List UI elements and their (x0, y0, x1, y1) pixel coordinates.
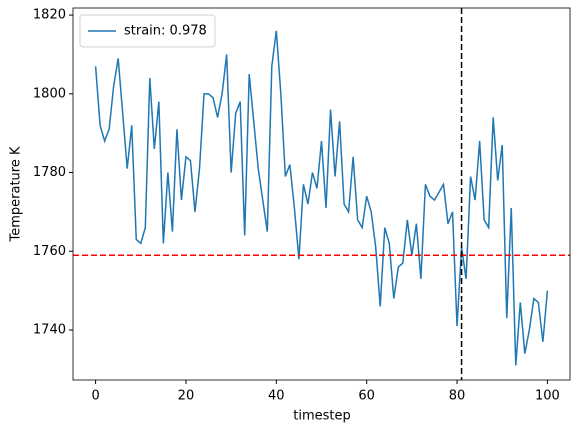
x-tick-label: 80 (449, 389, 466, 404)
y-tick-label: 1820 (33, 8, 66, 23)
x-axis-label: timestep (293, 409, 351, 424)
x-tick-label: 100 (535, 389, 560, 404)
data-line (94, 30, 549, 366)
y-axis-label: Temperature K (9, 146, 24, 242)
legend-label: strain: 0.978 (124, 24, 207, 39)
y-tick-label: 1800 (33, 86, 66, 101)
x-tick-label: 0 (91, 389, 99, 404)
x-tick-label: 40 (268, 389, 285, 404)
y-tick-label: 1760 (33, 244, 66, 259)
plot-frame (72, 7, 571, 381)
legend-box (79, 14, 216, 48)
x-tick-label: 20 (178, 389, 195, 404)
y-tick-label: 1740 (33, 323, 66, 338)
x-tick-label: 60 (358, 389, 375, 404)
y-tick-label: 1780 (33, 165, 66, 180)
